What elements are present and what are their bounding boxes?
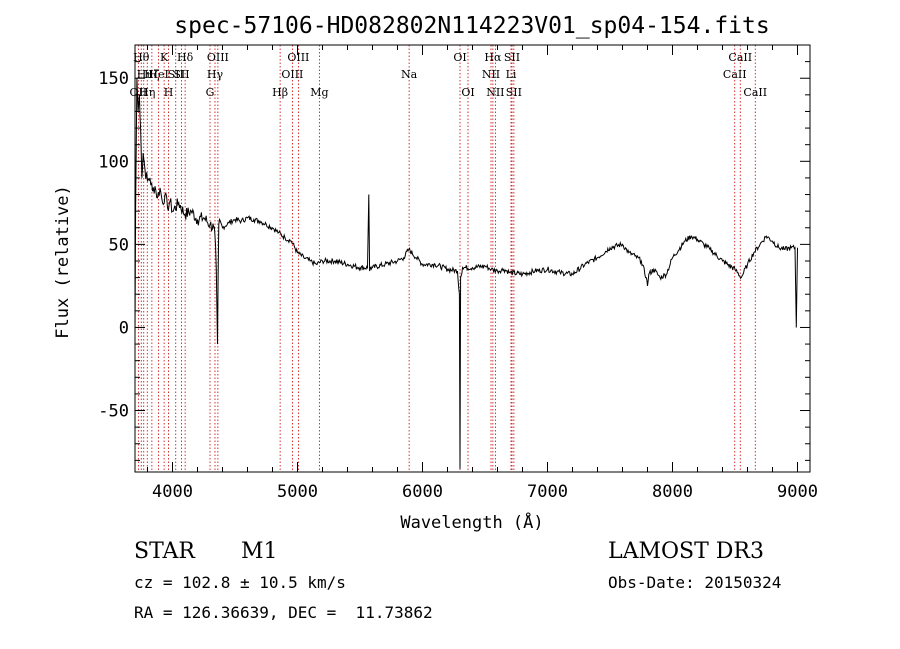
observation-date: Obs-Date: 20150324: [608, 573, 782, 592]
y-tick-label: 50: [109, 235, 129, 255]
spectral-line-label: K: [160, 51, 169, 64]
x-tick-label: 6000: [402, 482, 443, 502]
x-axis-label: Wavelength (Å): [400, 511, 543, 533]
spectral-line-label: H: [164, 86, 174, 99]
x-tick-label: 7000: [527, 482, 568, 502]
spectral-line-label: Mg: [310, 86, 328, 99]
spectral-line-label: OIII: [281, 68, 303, 81]
x-tick-label: 4000: [152, 482, 193, 502]
spectral-line-label: OIII: [287, 51, 309, 64]
spectral-line-label: CaII: [743, 86, 767, 99]
spectral-line-label: Hδ: [177, 51, 194, 64]
spectral-line-label: OI: [453, 51, 466, 64]
plot-frame: [134, 44, 811, 473]
y-axis-ticks: -50 0 50 100 150: [98, 61, 810, 461]
spectrum-series: [134, 78, 798, 469]
spectral-line-label: G: [206, 86, 215, 99]
spectral-line-label: Hθ: [133, 51, 150, 64]
y-axis-label: Flux (relative): [53, 185, 73, 339]
x-tick-label: 5000: [277, 482, 318, 502]
redshift-cz: cz = 102.8 ± 10.5 km/s: [134, 573, 346, 592]
spectral-line-label: Hζ: [144, 68, 160, 81]
spectral-line-label: SII: [168, 68, 184, 81]
y-tick-label: 150: [98, 69, 129, 89]
survey-name: LAMOST DR3: [608, 539, 764, 564]
spectral-line-label: SII: [173, 68, 189, 81]
spectral-line-label: NII: [486, 86, 504, 99]
spectral-line-label: Hη: [139, 86, 155, 99]
object-class: STAR: [134, 539, 195, 564]
coordinates: RA = 126.36639, DEC = 11.73862: [134, 603, 433, 622]
y-tick-label: 0: [119, 318, 129, 338]
x-tick-label: 9000: [777, 482, 818, 502]
spectral-line-label: CaII: [723, 68, 747, 81]
spectral-line-label: Hγ: [207, 68, 224, 81]
spectral-line-label: Hα: [484, 51, 502, 64]
spectral-line-label: OI: [461, 86, 474, 99]
spectral-line-label: Na: [401, 68, 418, 81]
chart-title: spec-57106-HD082802N114223V01_sp04-154.f…: [174, 13, 769, 39]
y-tick-label: -50: [98, 402, 129, 422]
y-tick-label: 100: [98, 152, 129, 172]
spectral-line-label: OII: [130, 86, 148, 99]
spectral-line-label: NII: [482, 68, 500, 81]
x-axis-ticks: 4000 5000 6000 7000 8000 9000: [147, 45, 818, 502]
x-tick-label: 8000: [652, 482, 693, 502]
object-subclass: M1: [241, 539, 278, 564]
spectral-lines: [137, 45, 756, 472]
spectral-line-label: Hβ: [272, 86, 288, 99]
spectral-line-label: SII: [506, 86, 522, 99]
spectral-line-label: SII: [504, 51, 520, 64]
spectral-line-label: Li: [506, 68, 517, 81]
spectral-line-labels: OIIHθHιHηHζHeIKHSIIHδSIIGHγOIIIHβOIIIOII…: [130, 51, 768, 99]
spectral-line-label: HeI: [148, 68, 168, 81]
spectral-line-label: CaII: [728, 51, 752, 64]
spectral-line-label: OIII: [207, 51, 229, 64]
